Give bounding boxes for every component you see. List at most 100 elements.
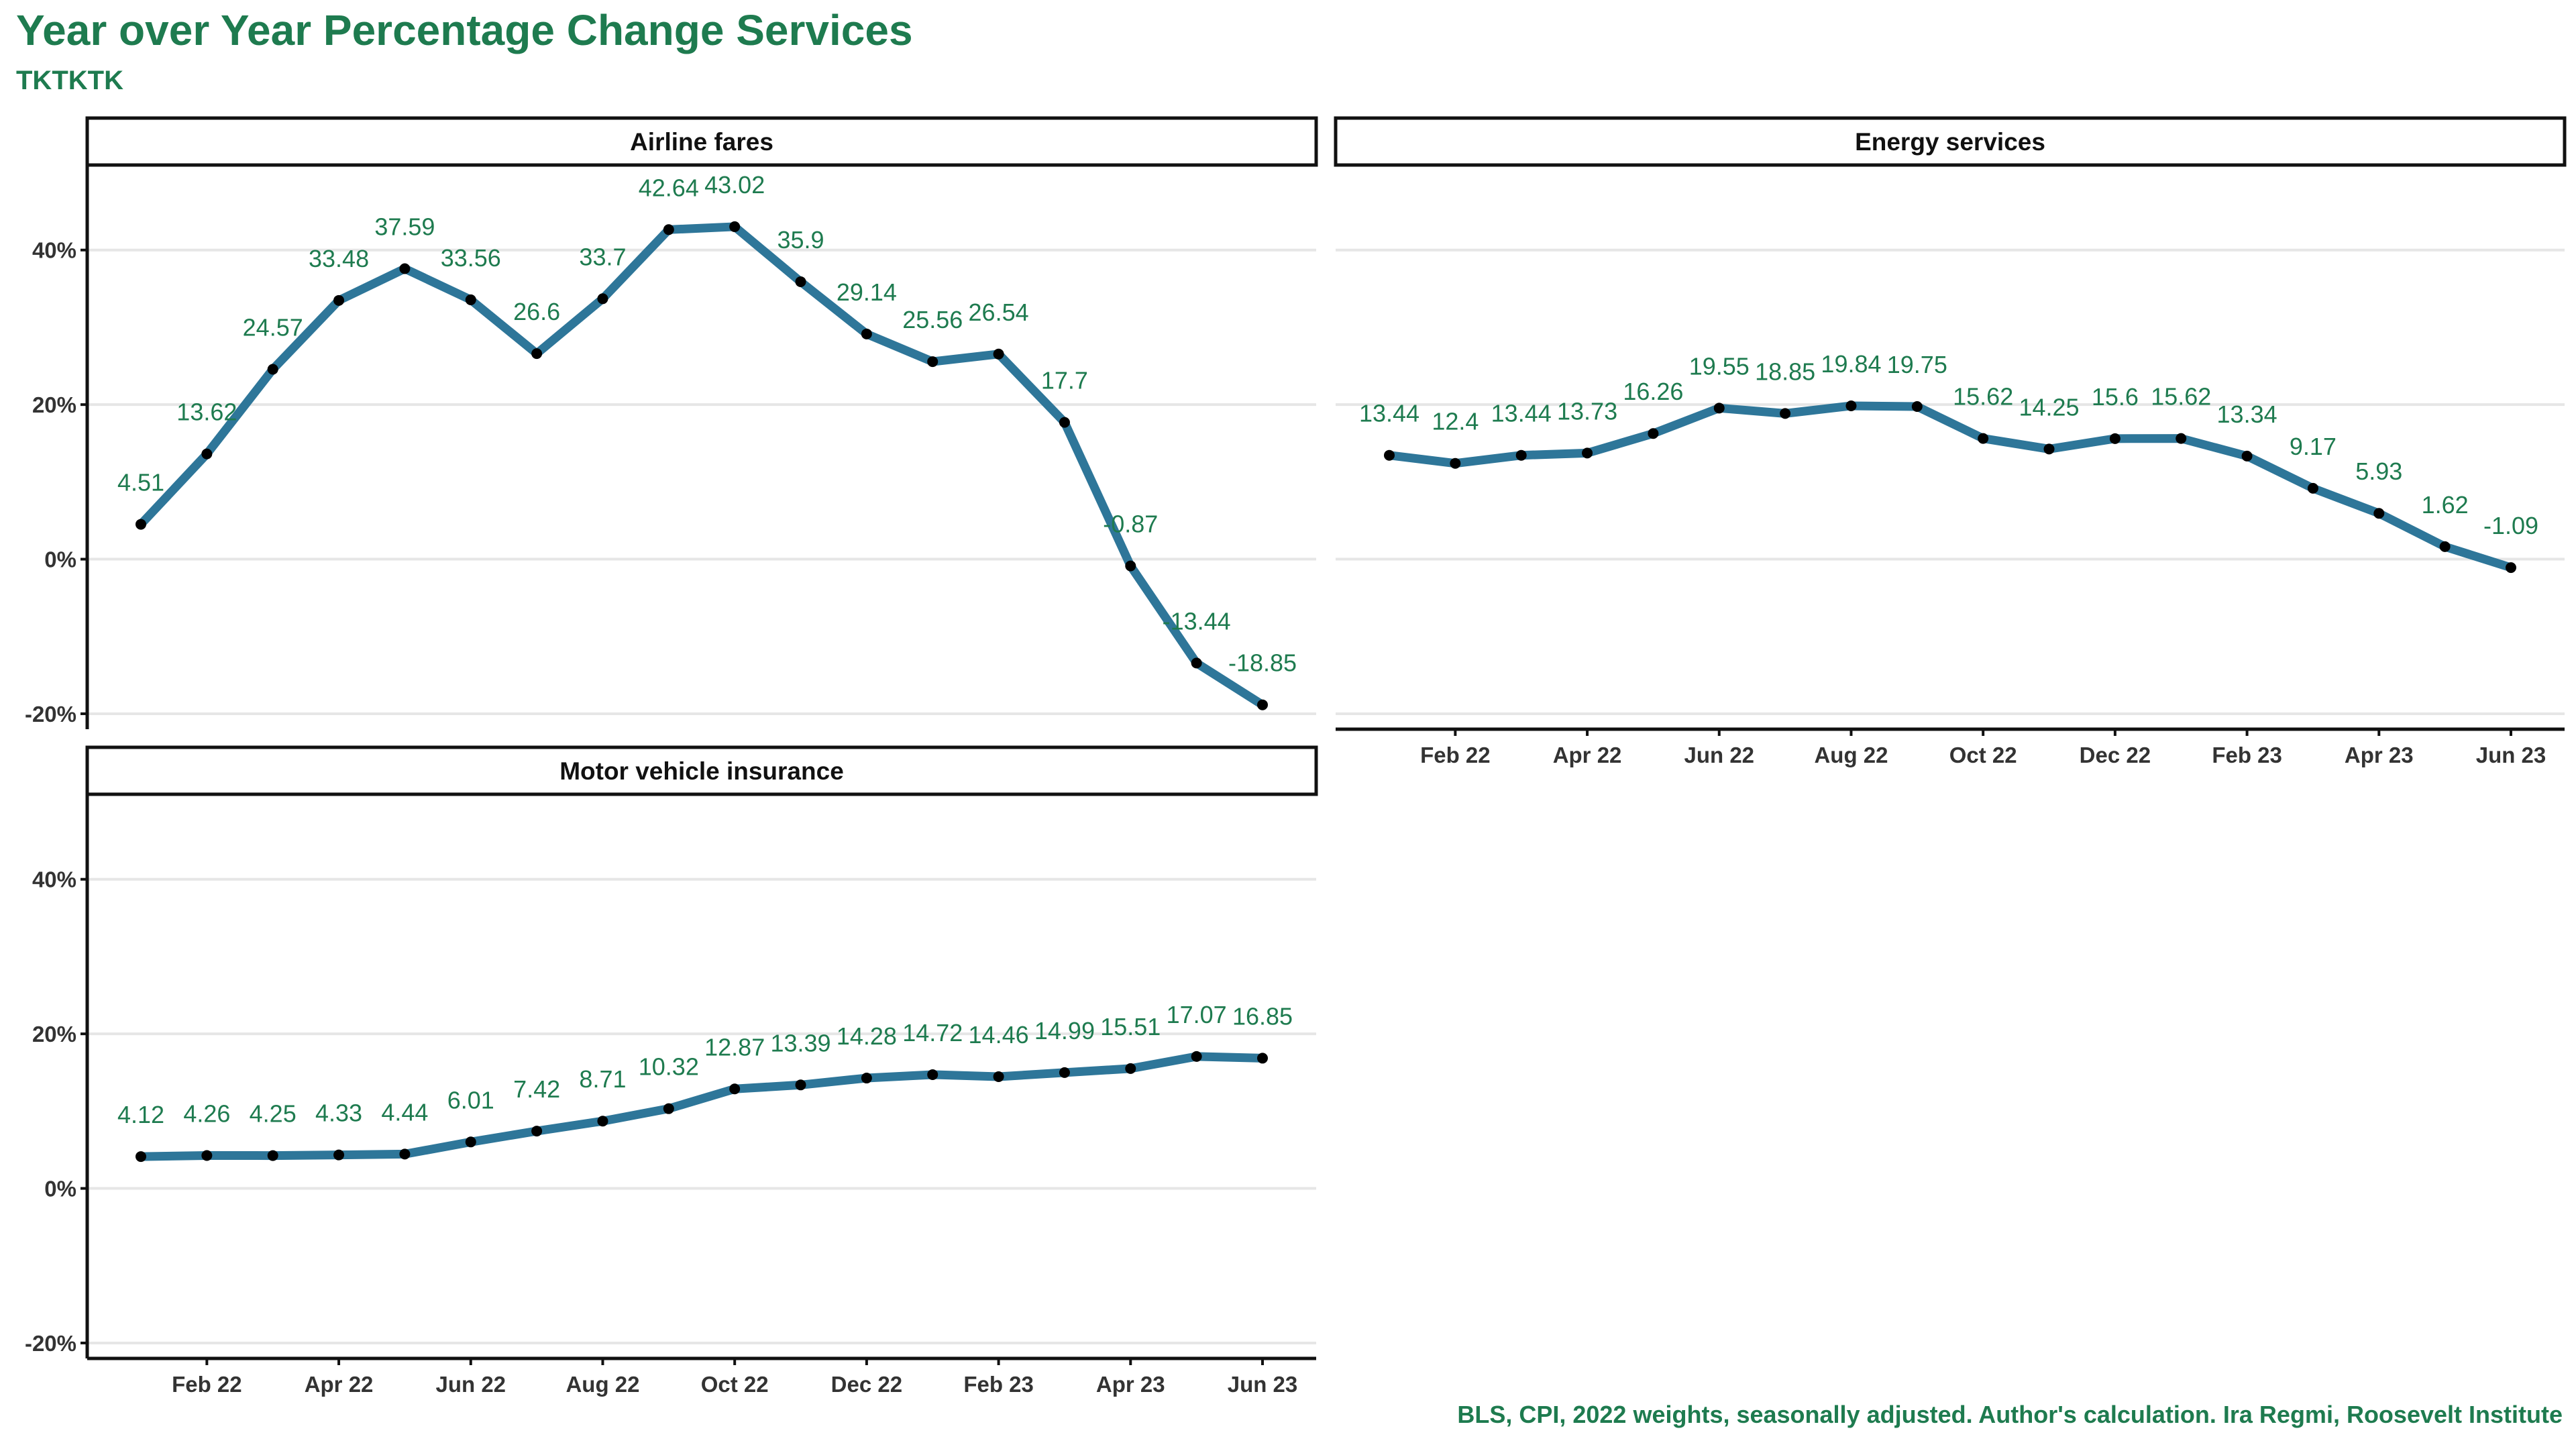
panel-1-point-14 bbox=[1059, 417, 1070, 428]
panel-3-data-label-4: 4.44 bbox=[381, 1098, 428, 1126]
panel-1-point-3 bbox=[333, 294, 345, 306]
panel-1-data-label-0: 4.51 bbox=[117, 469, 164, 496]
chart-subtitle: TKTKTK bbox=[16, 66, 123, 95]
panel-2-point-16 bbox=[2439, 541, 2451, 552]
panel-3-point-7 bbox=[597, 1116, 608, 1127]
panel-2-data-label-5: 19.55 bbox=[1689, 352, 1750, 380]
panel-3-data-label-13: 14.46 bbox=[969, 1021, 1029, 1049]
panel-2-x-tick-label-5: Dec 22 bbox=[2080, 743, 2151, 767]
panel-2-point-1 bbox=[1450, 458, 1461, 469]
panel-2-data-label-1: 12.4 bbox=[1432, 408, 1479, 435]
panel-3-data-label-6: 7.42 bbox=[513, 1075, 560, 1103]
panel-2-point-6 bbox=[1780, 408, 1791, 419]
panel-3-y-tick-label-0: -20% bbox=[25, 1331, 76, 1356]
panel-1-data-label-16: -13.44 bbox=[1163, 607, 1231, 635]
panel-3-data-label-10: 13.39 bbox=[770, 1029, 830, 1057]
panel-1-y-tick-label-1: 0% bbox=[44, 547, 76, 572]
panel-3-data-label-1: 4.26 bbox=[183, 1099, 230, 1127]
panel-3-y-tick-label-1: 0% bbox=[44, 1177, 76, 1201]
panel-2-data-label-10: 14.25 bbox=[2019, 393, 2079, 421]
panel-3-data-label-11: 14.28 bbox=[837, 1022, 897, 1050]
panel-2-point-4 bbox=[1648, 428, 1659, 439]
panel-2-data-label-12: 15.62 bbox=[2151, 383, 2211, 411]
panel-1-data-label-17: -18.85 bbox=[1228, 649, 1297, 677]
panel-3-point-2 bbox=[267, 1150, 278, 1161]
panel-1-point-15 bbox=[1125, 560, 1136, 572]
panel-2-x-tick-label-1: Apr 22 bbox=[1553, 743, 1622, 767]
panel-1-data-label-4: 37.59 bbox=[374, 213, 435, 240]
panel-1-data-label-9: 43.02 bbox=[704, 171, 765, 199]
panel-1-point-9 bbox=[729, 221, 741, 232]
panel-3-data-label-5: 6.01 bbox=[447, 1086, 494, 1114]
panel-2-data-label-11: 15.6 bbox=[2092, 383, 2139, 411]
panel-2-data-label-17: -1.09 bbox=[2483, 512, 2538, 539]
panel-2-x-tick-label-6: Feb 23 bbox=[2212, 743, 2282, 767]
panel-3-point-10 bbox=[795, 1079, 806, 1091]
panel-2-point-13 bbox=[2241, 450, 2253, 462]
panel-1-point-0 bbox=[136, 519, 146, 530]
panel-3-data-label-7: 8.71 bbox=[579, 1065, 626, 1093]
panel-3-point-8 bbox=[663, 1103, 674, 1114]
panel-2-x-tick-label-0: Feb 22 bbox=[1420, 743, 1491, 767]
panel-1-point-13 bbox=[993, 348, 1004, 360]
panel-2-data-label-4: 16.26 bbox=[1623, 378, 1683, 405]
panel-3-data-label-3: 4.33 bbox=[315, 1099, 362, 1127]
panel-3-point-9 bbox=[729, 1083, 741, 1095]
panel-1-data-label-15: -0.87 bbox=[1103, 511, 1158, 538]
panel-2-data-label-6: 18.85 bbox=[1755, 358, 1815, 385]
panel-3-x-tick-label-7: Apr 23 bbox=[1096, 1372, 1165, 1397]
panel-3-data-label-14: 14.99 bbox=[1034, 1017, 1095, 1044]
panel-2-point-15 bbox=[2373, 508, 2385, 519]
panel-2-point-11 bbox=[2109, 433, 2121, 444]
panel-3-x-tick-label-8: Jun 23 bbox=[1228, 1372, 1298, 1397]
panel-1-point-11 bbox=[861, 328, 872, 339]
panel-2-point-9 bbox=[1978, 433, 1989, 444]
panel-3-data-label-17: 16.85 bbox=[1232, 1002, 1293, 1030]
panel-3-data-label-9: 12.87 bbox=[704, 1033, 765, 1061]
panel-2-point-0 bbox=[1384, 449, 1395, 461]
panel-1-strip bbox=[85, 116, 1318, 167]
panel-2-x-tick-label-3: Aug 22 bbox=[1814, 743, 1888, 767]
panel-3-point-15 bbox=[1125, 1063, 1136, 1074]
chart-title: Year over Year Percentage Change Service… bbox=[16, 6, 913, 54]
panel-1-data-label-3: 33.48 bbox=[309, 245, 369, 272]
panel-2-data-label-9: 15.62 bbox=[1953, 383, 2013, 411]
panel-2-x-tick-label-8: Jun 23 bbox=[2476, 743, 2546, 767]
panel-2-point-12 bbox=[2176, 433, 2187, 444]
panel-2-point-17 bbox=[2506, 562, 2516, 574]
panel-2-point-8 bbox=[1911, 401, 1923, 413]
panel-1-data-label-12: 25.56 bbox=[902, 306, 963, 333]
panel-3-series-line bbox=[136, 1052, 1267, 1161]
panel-2-data-label-13: 13.34 bbox=[2217, 400, 2277, 428]
panel-3-x-tick-label-3: Aug 22 bbox=[566, 1372, 639, 1397]
panel-3-point-17 bbox=[1257, 1053, 1268, 1064]
panel-1-point-8 bbox=[663, 224, 674, 235]
panel-1-y-tick-label-0: -20% bbox=[25, 702, 76, 727]
panel-2-point-3 bbox=[1582, 447, 1593, 459]
panel-1-data-label-7: 33.7 bbox=[579, 243, 626, 270]
panel-3-data-label-15: 15.51 bbox=[1100, 1013, 1161, 1040]
panel-1-data-label-8: 42.64 bbox=[639, 174, 699, 201]
panel-1-point-5 bbox=[465, 294, 476, 305]
panel-2-data-label-0: 13.44 bbox=[1359, 400, 1419, 427]
panel-2-strip-label: Energy services bbox=[1855, 128, 2045, 156]
panel-3-point-13 bbox=[993, 1071, 1004, 1082]
panel-3-point-12 bbox=[927, 1069, 938, 1080]
panel-1-data-label-11: 29.14 bbox=[837, 278, 897, 306]
panel-3-data-label-2: 4.25 bbox=[250, 1100, 297, 1128]
panel-1-point-2 bbox=[267, 364, 278, 375]
panel-1-data-label-2: 24.57 bbox=[243, 313, 303, 341]
source-caption: BLS, CPI, 2022 weights, seasonally adjus… bbox=[1457, 1401, 2563, 1428]
panel-1-point-17 bbox=[1257, 699, 1268, 710]
panel-2-x-tick-label-2: Jun 22 bbox=[1684, 743, 1754, 767]
panel-1-strip-label: Airline fares bbox=[630, 128, 773, 156]
panel-2-point-2 bbox=[1515, 449, 1527, 461]
panel-2-data-label-2: 13.44 bbox=[1491, 400, 1552, 427]
panel-3-point-1 bbox=[201, 1150, 213, 1161]
panel-3-data-label-12: 14.72 bbox=[902, 1019, 963, 1046]
panel-2-data-label-16: 1.62 bbox=[2422, 491, 2469, 519]
panel-1-data-label-6: 26.6 bbox=[513, 298, 560, 325]
panel-2-data-label-8: 19.75 bbox=[1887, 351, 1947, 378]
panel-3-point-5 bbox=[465, 1136, 476, 1148]
